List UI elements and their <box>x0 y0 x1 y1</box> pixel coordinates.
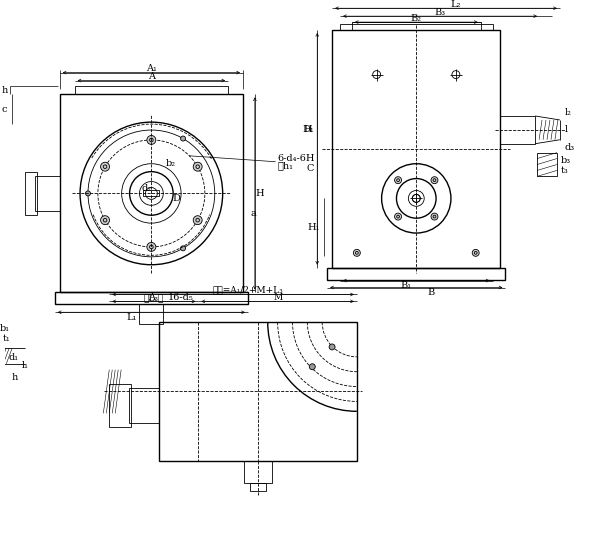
Text: l: l <box>565 125 568 134</box>
Text: 6-d₄-6H: 6-d₄-6H <box>278 154 315 163</box>
Circle shape <box>353 249 361 256</box>
Text: B₂: B₂ <box>411 14 422 23</box>
Circle shape <box>310 364 315 370</box>
Text: A: A <box>148 72 155 81</box>
Circle shape <box>181 246 185 251</box>
Text: A: A <box>148 293 155 302</box>
Text: A₁: A₁ <box>146 64 157 73</box>
Bar <box>327 268 505 280</box>
Bar <box>35 176 60 211</box>
Text: 16-d₅: 16-d₅ <box>168 293 194 302</box>
Bar <box>74 86 228 95</box>
Bar <box>129 387 159 423</box>
Bar <box>60 95 243 293</box>
Bar <box>139 304 163 324</box>
Bar <box>159 322 357 461</box>
Text: b₂: b₂ <box>166 159 176 168</box>
Bar <box>143 190 159 196</box>
Text: C: C <box>307 164 314 173</box>
Circle shape <box>147 135 156 144</box>
Bar <box>537 153 557 176</box>
Circle shape <box>193 216 202 225</box>
Text: h: h <box>12 373 18 382</box>
Text: b₃: b₃ <box>561 156 571 165</box>
Circle shape <box>193 162 202 171</box>
Circle shape <box>395 177 401 184</box>
Circle shape <box>181 136 185 141</box>
Text: t₃: t₃ <box>561 166 569 175</box>
Text: 深h₁: 深h₁ <box>278 161 293 170</box>
Text: M: M <box>273 293 282 302</box>
Text: B: B <box>428 288 435 297</box>
Circle shape <box>329 344 335 350</box>
Circle shape <box>472 249 479 256</box>
Text: t₁: t₁ <box>2 333 10 343</box>
Circle shape <box>147 243 156 251</box>
Text: H₁: H₁ <box>308 222 320 232</box>
Text: l₂: l₂ <box>565 108 572 116</box>
Text: B₃: B₃ <box>434 8 446 17</box>
Text: h: h <box>1 86 7 95</box>
Bar <box>500 116 535 144</box>
Text: c: c <box>2 105 7 114</box>
Text: H: H <box>256 189 264 198</box>
Bar <box>352 22 481 30</box>
Text: 總長=A₁/2+M+L₃: 總長=A₁/2+M+L₃ <box>212 285 283 294</box>
Circle shape <box>431 213 438 220</box>
Circle shape <box>431 177 438 184</box>
Bar <box>244 461 272 483</box>
Bar <box>25 172 37 215</box>
Circle shape <box>86 191 91 196</box>
Bar <box>109 384 131 427</box>
Text: l₁: l₁ <box>22 361 29 370</box>
Text: （L₃）: （L₃） <box>143 293 164 302</box>
Text: L₂: L₂ <box>451 0 461 9</box>
Text: b₁: b₁ <box>0 324 10 332</box>
Text: L₁: L₁ <box>127 313 137 322</box>
Text: D: D <box>172 194 180 203</box>
Bar <box>55 293 248 304</box>
Bar <box>340 24 493 30</box>
Text: d₁: d₁ <box>8 353 18 362</box>
Circle shape <box>395 213 401 220</box>
Text: H: H <box>304 125 312 134</box>
Text: d₂: d₂ <box>142 184 151 193</box>
Bar <box>332 30 500 268</box>
Text: D₁: D₁ <box>302 125 314 134</box>
Text: d₃: d₃ <box>565 143 575 152</box>
Circle shape <box>101 216 110 225</box>
Bar <box>250 483 266 491</box>
Circle shape <box>101 162 110 171</box>
Text: a: a <box>251 209 257 218</box>
Text: B₁: B₁ <box>401 281 412 290</box>
